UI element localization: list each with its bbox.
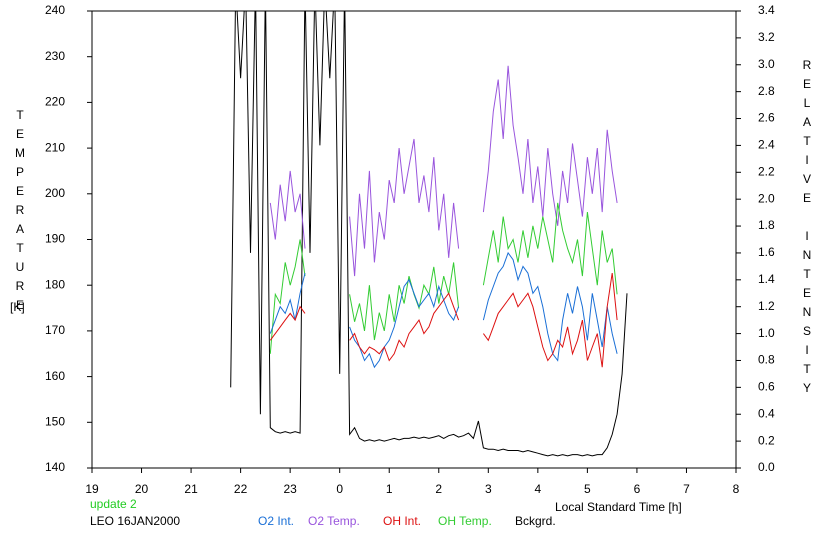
series-line bbox=[269, 273, 618, 368]
y2-tick-label: 0.2 bbox=[758, 433, 775, 447]
y-axis-label: TEMPERATURE bbox=[13, 108, 27, 317]
legend-entry: Bckgrd. bbox=[515, 514, 556, 528]
y2-tick-label: 2.8 bbox=[758, 84, 775, 98]
y-tick-label: 160 bbox=[45, 369, 65, 383]
x-tick-label: 3 bbox=[485, 482, 492, 496]
y-tick-label: 230 bbox=[45, 49, 65, 63]
x-tick-label: 4 bbox=[535, 482, 542, 496]
series-line bbox=[269, 251, 618, 369]
series-line bbox=[269, 65, 618, 277]
x-tick-label: 1 bbox=[386, 482, 393, 496]
x-tick-label: 21 bbox=[184, 482, 198, 496]
y2-tick-label: 0.8 bbox=[758, 353, 775, 367]
y2-tick-label: 1.6 bbox=[758, 245, 775, 259]
y2-tick-label: 3.0 bbox=[758, 57, 775, 71]
y2-tick-label: 2.6 bbox=[758, 111, 775, 125]
series-line bbox=[269, 202, 618, 354]
y-tick-label: 190 bbox=[45, 232, 65, 246]
y2-tick-label: 0.0 bbox=[758, 460, 775, 474]
y2-tick-label: 1.0 bbox=[758, 326, 775, 340]
y2-tick-label: 3.4 bbox=[758, 3, 775, 17]
x-axis-label: Local Standard Time [h] bbox=[555, 500, 682, 514]
y-tick-label: 140 bbox=[45, 460, 65, 474]
x-tick-label: 22 bbox=[234, 482, 248, 496]
x-tick-label: 5 bbox=[584, 482, 591, 496]
legend-entry: OH Int. bbox=[383, 514, 421, 528]
y2-tick-label: 1.8 bbox=[758, 218, 775, 232]
x-tick-label: 23 bbox=[283, 482, 297, 496]
x-tick-label: 8 bbox=[733, 482, 740, 496]
y-tick-label: 240 bbox=[45, 3, 65, 17]
x-tick-label: 20 bbox=[135, 482, 149, 496]
x-tick-label: 2 bbox=[435, 482, 442, 496]
y2-tick-label: 0.4 bbox=[758, 406, 775, 420]
annotation: LEO 16JAN2000 bbox=[90, 514, 180, 528]
x-tick-label: 7 bbox=[683, 482, 690, 496]
series-line bbox=[230, 11, 628, 457]
y-tick-label: 200 bbox=[45, 186, 65, 200]
x-tick-label: 6 bbox=[634, 482, 641, 496]
y2-tick-label: 2.4 bbox=[758, 138, 775, 152]
y-tick-label: 220 bbox=[45, 95, 65, 109]
y-tick-label: 170 bbox=[45, 323, 65, 337]
y-tick-label: 150 bbox=[45, 414, 65, 428]
annotation: update 2 bbox=[90, 497, 137, 511]
legend-entry: OH Temp. bbox=[438, 514, 492, 528]
y2-tick-label: 1.4 bbox=[758, 272, 775, 286]
y2-tick-label: 3.2 bbox=[758, 30, 775, 44]
x-tick-label: 0 bbox=[336, 482, 343, 496]
y2-axis-label: RELATIVE INTENSITY bbox=[800, 58, 814, 400]
y-tick-label: 180 bbox=[45, 277, 65, 291]
plot-frame bbox=[91, 10, 737, 469]
y2-tick-label: 1.2 bbox=[758, 299, 775, 313]
y2-tick-label: 2.0 bbox=[758, 191, 775, 205]
legend-entry: O2 Int. bbox=[258, 514, 294, 528]
x-tick-label: 19 bbox=[85, 482, 99, 496]
y2-tick-label: 0.6 bbox=[758, 380, 775, 394]
y-tick-label: 210 bbox=[45, 140, 65, 154]
legend-entry: O2 Temp. bbox=[308, 514, 360, 528]
y2-tick-label: 2.2 bbox=[758, 164, 775, 178]
y-axis-unit: [K] bbox=[10, 300, 25, 314]
